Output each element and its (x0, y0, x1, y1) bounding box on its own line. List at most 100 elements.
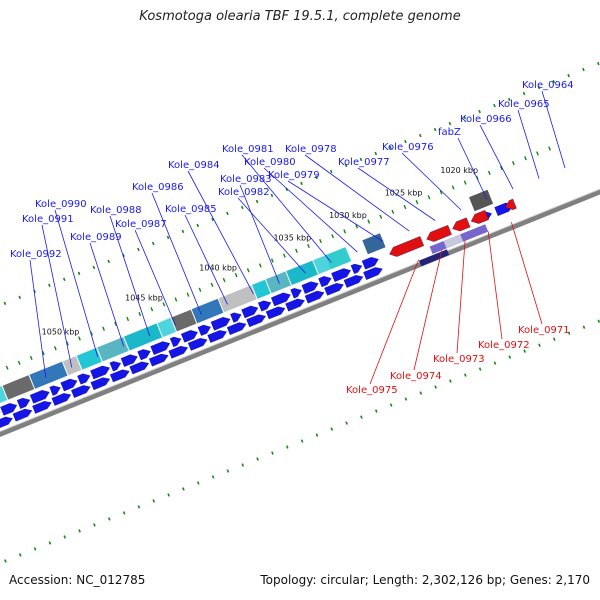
position-tick (41, 350, 45, 356)
position-tick (102, 326, 105, 331)
forward-gene-arrow (90, 365, 110, 380)
forward-gene-label: Kole_0984 (168, 160, 220, 171)
position-tick (343, 229, 347, 234)
gene-leader-line (29, 259, 47, 378)
position-tick (567, 73, 570, 78)
position-tick (295, 248, 298, 253)
position-tick (434, 385, 437, 389)
position-tick (512, 161, 515, 166)
reverse-gene-label: Kole_0972 (478, 340, 530, 351)
forward-gene-arrow (29, 390, 50, 404)
forward-gene-label: Kole_0979 (268, 170, 320, 181)
position-tick (166, 235, 170, 240)
position-tick (93, 523, 96, 527)
position-tick (487, 170, 491, 176)
forward-gene-arrow (77, 373, 91, 385)
gene-leader-line (304, 154, 410, 232)
reverse-gene-arrow (452, 217, 471, 232)
forward-gene-arrow (197, 324, 211, 336)
position-tick (162, 302, 166, 307)
forward-gene-arrow (361, 257, 379, 270)
forward-gene-arrow (226, 322, 247, 335)
gene-leader-line (187, 170, 254, 295)
position-tick (415, 199, 419, 205)
position-tick (246, 268, 250, 273)
forward-gene-label: Kole_0988 (90, 205, 142, 216)
position-tick (126, 316, 130, 322)
gene-leader-line (457, 137, 488, 200)
position-tick (29, 355, 33, 361)
position-tick (17, 360, 21, 365)
position-tick (18, 553, 22, 557)
position-tick (53, 346, 57, 351)
position-tick (433, 127, 437, 132)
forward-gene-label: Kole_0980 (244, 157, 296, 168)
gene-leader-line (456, 240, 466, 354)
forward-gene-arrow (60, 378, 78, 392)
position-tick (196, 223, 200, 228)
position-tick (537, 85, 541, 90)
position-tick (5, 365, 9, 370)
position-tick (241, 463, 245, 467)
position-tick (367, 219, 371, 224)
position-tick (499, 165, 503, 171)
position-tick (553, 337, 556, 341)
accession-label: Accession: NC_012785 (9, 573, 146, 587)
forward-gene-arrow (169, 336, 182, 348)
position-tick (463, 373, 467, 377)
conservation-block (76, 347, 102, 370)
position-tick (463, 180, 467, 185)
forward-gene-arrow (285, 298, 305, 312)
position-tick (122, 511, 126, 515)
conservation-block (325, 247, 351, 270)
forward-gene-label: Kole_0991 (22, 214, 74, 225)
gene-leader-line (401, 152, 462, 211)
position-tick (404, 397, 408, 401)
position-tick (374, 409, 378, 413)
gene-leader-line (54, 209, 99, 358)
gene-leader-line (479, 124, 514, 190)
position-tick (240, 205, 244, 210)
position-tick (196, 481, 200, 485)
position-tick (548, 146, 551, 151)
kbp-label: 1050 kbp (42, 327, 80, 336)
position-tick (439, 190, 443, 195)
position-tick (174, 297, 178, 302)
forward-gene-arrow (168, 345, 189, 359)
gene-leader-line (510, 222, 543, 325)
position-tick (181, 229, 185, 234)
forward-gene-arrow (109, 361, 122, 372)
position-tick (330, 427, 334, 431)
position-tick (18, 295, 22, 300)
kbp-label: 1030 kbp (329, 211, 367, 220)
forward-gene-label: Kole_0977 (338, 157, 390, 168)
position-tick (552, 79, 556, 84)
position-tick (315, 175, 318, 180)
conservation-block (124, 323, 163, 351)
position-tick (186, 292, 190, 297)
kbp-label: 1025 kbp (385, 189, 423, 198)
gene-leader-line (413, 250, 443, 371)
conservation-block (0, 386, 8, 403)
position-tick (427, 195, 431, 200)
forward-gene-arrow (32, 401, 52, 414)
forward-gene-arrow (290, 288, 302, 299)
gene-leader-line (151, 192, 202, 316)
position-tick (404, 139, 407, 144)
position-tick (62, 277, 66, 282)
forward-gene-arrow (324, 283, 344, 296)
forward-gene-label: Kole_0976 (382, 142, 434, 153)
forward-gene-label: Kole_0965 (498, 99, 550, 110)
forward-gene-arrow (181, 330, 198, 343)
forward-gene-arrow (304, 290, 325, 304)
forward-gene-arrow (301, 281, 319, 294)
forward-gene-arrow (207, 330, 227, 343)
conservation-block (171, 309, 197, 332)
forward-gene-arrow (71, 385, 91, 398)
position-tick (78, 529, 81, 533)
position-tick (538, 343, 541, 347)
position-tick (300, 181, 303, 186)
conservation-block (157, 317, 176, 338)
